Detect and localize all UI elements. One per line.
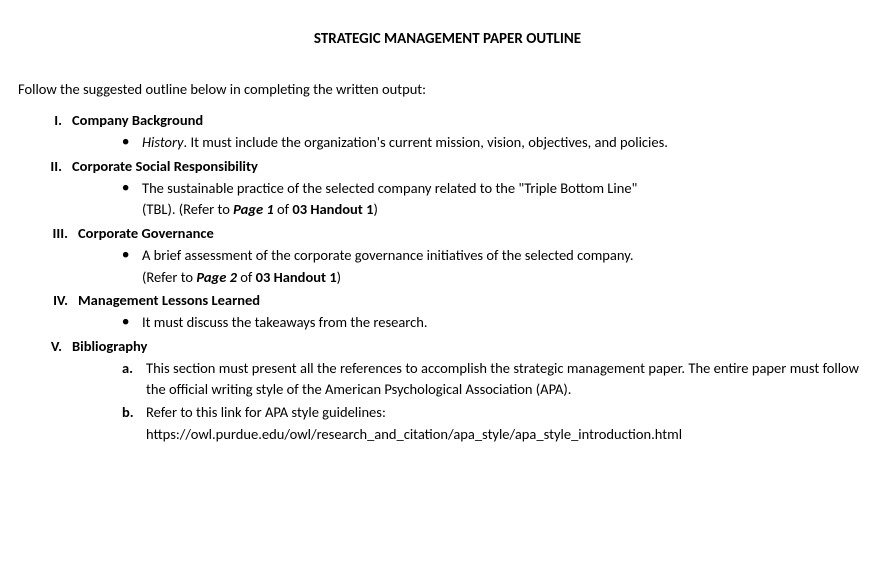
letter-a-marker: a.: [122, 358, 146, 402]
letter-b-marker: b.: [122, 402, 146, 446]
letter-b-text: Refer to this link for APA style guideli…: [146, 402, 877, 446]
section-5-title: Bibliography: [72, 336, 877, 358]
section-3-bullet-1: ● A brief assessment of the corporate go…: [122, 245, 877, 289]
gov-ref-suffix: ): [337, 268, 341, 286]
outline-container: I. Company Background ● History. It must…: [18, 110, 877, 445]
section-2-bullet-line1: The sustainable practice of the selected…: [142, 178, 859, 200]
section-2-bullet-1: ● The sustainable practice of the select…: [122, 178, 877, 222]
section-3-header: III. Corporate Governance: [46, 223, 877, 245]
apa-url: https://owl.purdue.edu/owl/research_and_…: [146, 424, 859, 446]
csr-ref-mid: of: [274, 200, 293, 218]
section-1-bullets: ● History. It must include the organizat…: [46, 132, 877, 154]
csr-ref-suffix: ): [373, 200, 377, 218]
gov-page-ref: Page 2: [196, 268, 237, 286]
section-2-roman: II.: [46, 156, 72, 178]
section-2-header: II. Corporate Social Responsibility: [46, 156, 877, 178]
bullet-icon: ●: [122, 245, 142, 289]
gov-ref-prefix: (Refer to: [142, 268, 196, 286]
section-1-bullet-1: ● History. It must include the organizat…: [122, 132, 877, 154]
section-3-bullets: ● A brief assessment of the corporate go…: [46, 245, 877, 289]
letter-a-text: This section must present all the refere…: [146, 358, 877, 402]
section-2-title: Corporate Social Responsibility: [72, 156, 877, 178]
section-1-header: I. Company Background: [46, 110, 877, 132]
document-title: STRATEGIC MANAGEMENT PAPER OUTLINE: [18, 28, 877, 51]
section-1-bullet-1-text: History. It must include the organizatio…: [142, 132, 877, 154]
section-3-title: Corporate Governance: [78, 223, 877, 245]
section-1: I. Company Background ● History. It must…: [46, 110, 877, 154]
section-3: III. Corporate Governance ● A brief asse…: [46, 223, 877, 288]
section-2-bullet-line2: (TBL). (Refer to Page 1 of 03 Handout 1): [142, 199, 859, 221]
gov-handout-ref: 03 Handout 1: [256, 268, 337, 286]
bullet-icon: ●: [122, 312, 142, 334]
csr-ref-prefix: (TBL). (Refer to: [142, 200, 233, 218]
history-desc: . It must include the organization's cur…: [184, 133, 668, 151]
section-3-bullet-1-text: A brief assessment of the corporate gove…: [142, 245, 877, 289]
section-3-bullet-line1: A brief assessment of the corporate gove…: [142, 245, 859, 267]
section-2-bullet-1-text: The sustainable practice of the selected…: [142, 178, 877, 222]
csr-handout-ref: 03 Handout 1: [292, 200, 373, 218]
section-4-bullets: ● It must discuss the takeaways from the…: [46, 312, 877, 334]
section-4-bullet-1-text: It must discuss the takeaways from the r…: [142, 312, 877, 334]
section-4-roman: IV.: [46, 290, 78, 312]
intro-text: Follow the suggested outline below in co…: [18, 79, 877, 101]
section-5-letter-b: b. Refer to this link for APA style guid…: [122, 402, 877, 446]
section-2: II. Corporate Social Responsibility ● Th…: [46, 156, 877, 221]
section-2-bullets: ● The sustainable practice of the select…: [46, 178, 877, 222]
section-4: IV. Management Lessons Learned ● It must…: [46, 290, 877, 334]
bullet-icon: ●: [122, 132, 142, 154]
section-4-bullet-1: ● It must discuss the takeaways from the…: [122, 312, 877, 334]
section-5-letter-a: a. This section must present all the ref…: [122, 358, 877, 402]
bullet-icon: ●: [122, 178, 142, 222]
section-4-header: IV. Management Lessons Learned: [46, 290, 877, 312]
csr-page-ref: Page 1: [233, 200, 274, 218]
section-5: V. Bibliography a. This section must pre…: [46, 336, 877, 446]
section-3-roman: III.: [46, 223, 78, 245]
section-5-header: V. Bibliography: [46, 336, 877, 358]
letter-b-line1: Refer to this link for APA style guideli…: [146, 402, 859, 424]
history-label: History: [142, 133, 184, 151]
section-1-title: Company Background: [72, 110, 877, 132]
section-4-title: Management Lessons Learned: [78, 290, 877, 312]
section-3-bullet-line2: (Refer to Page 2 of 03 Handout 1): [142, 267, 859, 289]
section-5-letters: a. This section must present all the ref…: [46, 358, 877, 446]
section-5-roman: V.: [46, 336, 72, 358]
gov-ref-mid: of: [237, 268, 256, 286]
section-1-roman: I.: [46, 110, 72, 132]
